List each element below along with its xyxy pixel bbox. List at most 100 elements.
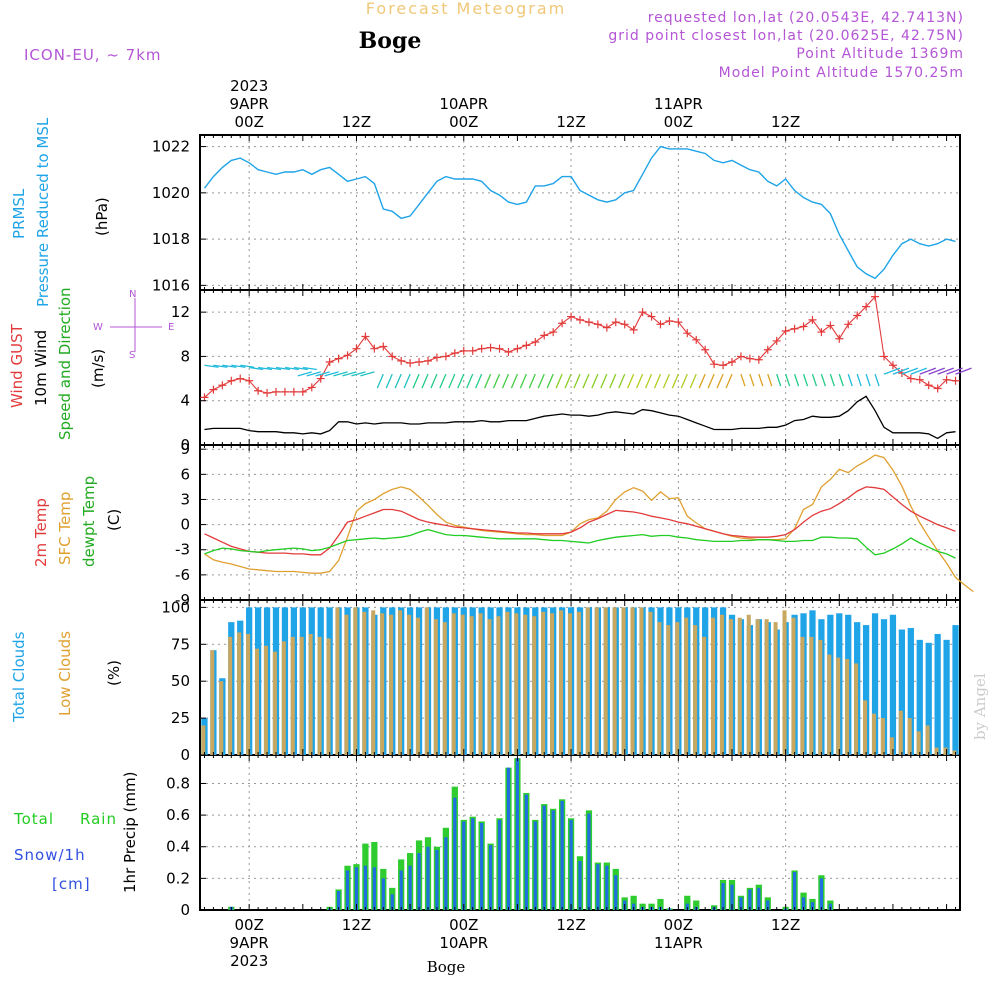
rain-bar [462,821,466,910]
temperature-ytick-label: 3 [180,490,190,508]
gust-marker [620,320,629,329]
wind-direction-arrow [653,373,662,389]
wind-direction-arrow [618,373,626,389]
low-cloud-bar [478,613,483,755]
bottom-time-label: 00Z [234,916,263,934]
low-cloud-bar [451,613,456,755]
low-cloud-bar [782,610,787,755]
wind-direction-arrow [315,371,330,377]
rain-bar [524,794,528,910]
grid-coords: grid point closest lon,lat (20.0625E, 42… [608,28,964,44]
gust-marker [370,344,379,353]
gust-marker [361,332,370,341]
low-cloud-bar [487,619,492,755]
low-cloud-bar [612,607,617,755]
low-cloud-bar [755,619,760,755]
requested-coords: requested lon,lat (20.0543E, 42.7413N) [648,10,964,26]
gust-marker [388,352,397,361]
low-cloud-bar [934,747,939,755]
rain-bar [560,800,564,910]
wind-direction-arrow [946,367,963,375]
temp-sfc-label: SFC Temp [56,492,74,565]
low-cloud-bar [523,614,528,755]
wind-direction-arrow [865,373,871,387]
precipitation-ytick-label: 0.8 [166,774,190,792]
model-altitude: Model Point Altitude 1570.25m [719,65,964,81]
precip-rain-label: Rain [80,810,117,828]
wind-direction-arrow [564,373,572,389]
gust-marker [531,338,540,347]
total-cloud-bar [898,629,906,755]
gust-marker [951,376,960,385]
low-cloud-bar [505,611,510,755]
gust-marker [477,344,486,353]
pressure-unit: (hPa) [93,197,111,236]
gust-marker [549,328,558,337]
rain-bar [533,821,537,910]
gust-marker [826,321,835,330]
low-cloud-bar [943,747,948,755]
low-cloud-bar [907,718,912,755]
gust-marker [915,375,924,384]
top-time-label: 12Z [771,113,800,131]
wind-direction-arrow [820,373,827,387]
gust-marker [209,385,218,394]
wind-direction-arrow [689,373,697,389]
compass-e: E [168,322,174,333]
low-cloud-bar [737,617,742,755]
total-precip-bar [657,898,664,910]
wind-frame [199,289,961,446]
low-cloud-bar [496,616,501,755]
rain-bar [480,823,484,910]
top-time-label: 11APR [654,95,703,113]
rain-bar [792,872,797,910]
gust-marker [736,352,745,361]
gust-marker [817,328,826,337]
wind-direction-arrow [740,373,746,387]
bottom-time-label: 12Z [556,916,585,934]
wind-direction-arrow [297,371,312,377]
wind-direction-arrow [919,367,936,375]
wind-direction-arrow [306,371,321,377]
low-cloud-bar [728,619,733,755]
wind-ytick-label: 0 [180,436,190,454]
gust-marker [450,349,459,358]
total-cloud-bar [916,639,923,755]
bottom-time-label: 10APR [439,934,488,952]
wind-direction-arrow [707,373,715,389]
bottom-time-label: 11APR [654,934,703,952]
gust-marker [835,334,844,343]
wind-direction-arrow [662,373,671,389]
total-cloud-bar [907,628,914,755]
precipitation-ytick-label: 0.4 [166,838,190,856]
wind-direction-arrow [591,373,599,389]
precip-total-label: Total [13,810,54,828]
gust-marker [280,387,289,396]
low-cloud-bar [952,750,957,755]
low-cloud-bar [719,614,724,755]
low-cloud-bar [237,632,242,755]
wind-direction-arrow [501,373,510,389]
rain-bar [542,805,546,910]
temperature-ytick-label: 6 [180,465,190,483]
wind-direction-arrow [266,366,282,371]
low-cloud-bar [254,648,260,755]
low-cloud-bar [550,613,555,755]
gust-marker [468,346,477,355]
pressure-ytick-label: 1020 [152,184,190,202]
clouds-ytick-label: 0 [180,746,190,764]
gust-marker [415,357,424,366]
wind-direction-arrow [448,373,456,389]
precipitation-ytick-label: 0 [180,901,190,919]
low-cloud-bar [845,659,850,755]
low-cloud-bar [684,617,689,755]
wind-direction-arrow [351,371,366,377]
rain-bar [372,867,376,910]
wind-direction-arrow [403,373,411,389]
rain-bar [551,810,555,910]
gust-marker [701,345,710,354]
low-cloud-bar [854,663,859,755]
wind-direction-arrow [609,373,617,389]
low-cloud-bar [827,654,832,755]
wind-direction-arrow [555,373,563,389]
